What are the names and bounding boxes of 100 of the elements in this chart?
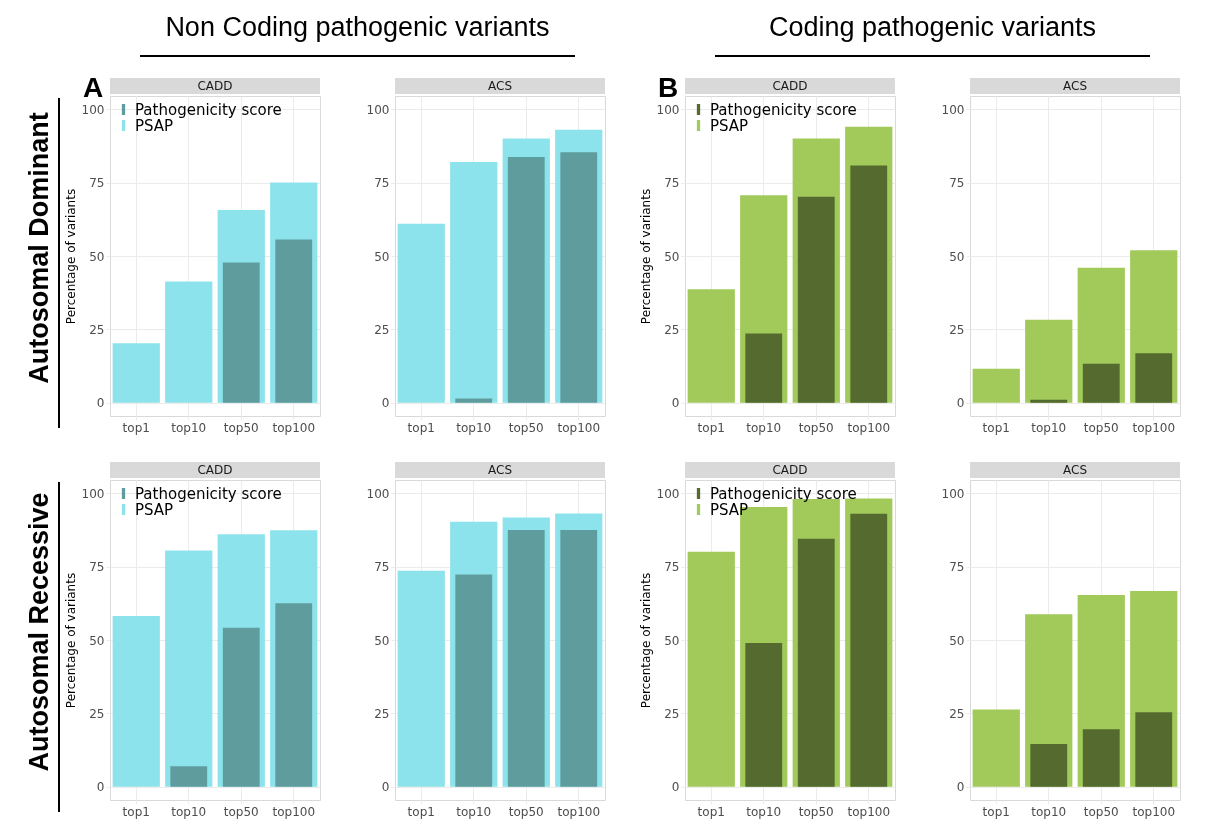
- chart-title: ACS: [395, 78, 605, 94]
- x-tick-label: top10: [171, 420, 207, 435]
- y-tick-label: 0: [96, 396, 105, 411]
- y-tick-label: 75: [949, 176, 965, 191]
- y-tick-label: 0: [381, 396, 390, 411]
- bar: [1082, 729, 1120, 787]
- bar: [1135, 712, 1173, 787]
- x-tick-label: top10: [746, 420, 782, 435]
- x-tick-label: top10: [456, 420, 492, 435]
- bar: [745, 642, 783, 787]
- y-tick-label: 25: [89, 322, 105, 337]
- y-tick-label: 25: [664, 322, 680, 337]
- bar: [112, 615, 160, 787]
- x-tick-label: top10: [171, 804, 207, 819]
- legend-label: Pathogenicity score: [135, 484, 282, 503]
- text: B: [658, 72, 679, 104]
- x-tick-label: top50: [223, 804, 259, 819]
- y-tick-label: 0: [671, 396, 680, 411]
- chart-title: ACS: [970, 78, 1180, 94]
- y-tick-label: 0: [671, 780, 680, 795]
- y-tick-label: 100: [656, 486, 680, 501]
- bar: [455, 574, 493, 787]
- bar: [687, 289, 735, 403]
- x-tick-label: top50: [508, 420, 544, 435]
- y-tick-label: 100: [656, 102, 680, 117]
- y-tick-label: 75: [89, 176, 105, 191]
- y-tick-label: 75: [374, 560, 390, 575]
- y-tick-label: 25: [374, 322, 390, 337]
- x-tick-label: top100: [272, 420, 316, 435]
- y-tick-label: 25: [374, 706, 390, 721]
- x-tick-label: top100: [847, 420, 891, 435]
- y-tick-label: 100: [941, 486, 965, 501]
- y-tick-label: 0: [96, 780, 105, 795]
- y-tick-label: 25: [949, 322, 965, 337]
- bar: [450, 162, 498, 403]
- chart-title: ACS: [970, 462, 1180, 478]
- chart-title: CADD: [685, 78, 895, 94]
- bar: [275, 239, 313, 403]
- y-tick-label: 75: [89, 560, 105, 575]
- text: Autosomal Dominant: [24, 111, 55, 386]
- legend-label: PSAP: [710, 116, 749, 135]
- legend-label: Pathogenicity score: [710, 100, 857, 119]
- y-tick-label: 75: [949, 560, 965, 575]
- y-tick-label: 50: [89, 249, 105, 264]
- bar: [507, 157, 545, 403]
- x-tick-label: top100: [272, 804, 316, 819]
- legend-label: Pathogenicity score: [135, 100, 282, 119]
- bar: [275, 603, 313, 787]
- legend-label: Pathogenicity score: [710, 484, 857, 503]
- y-tick-label: 50: [374, 633, 390, 648]
- y-tick-label: 75: [664, 176, 680, 191]
- y-axis-title: Percentage of variants: [63, 188, 78, 325]
- bar: [170, 766, 208, 787]
- x-tick-label: top50: [223, 420, 259, 435]
- x-tick-label: top10: [456, 804, 492, 819]
- y-tick-label: 0: [956, 396, 965, 411]
- legend-label: PSAP: [135, 500, 174, 519]
- x-tick-label: top1: [697, 420, 725, 435]
- y-tick-label: 100: [81, 102, 105, 117]
- y-tick-label: 25: [949, 706, 965, 721]
- bar: [165, 550, 213, 787]
- text: Coding pathogenic variants: [767, 12, 1098, 43]
- bar: [850, 165, 888, 403]
- bar: [850, 513, 888, 787]
- x-tick-label: top1: [122, 804, 150, 819]
- y-tick-label: 0: [381, 780, 390, 795]
- bar: [397, 223, 445, 403]
- bar: [222, 262, 260, 403]
- y-tick-label: 100: [366, 486, 390, 501]
- text: A: [83, 72, 104, 104]
- bar: [797, 196, 835, 403]
- x-tick-label: top100: [1132, 420, 1176, 435]
- x-tick-label: top1: [697, 804, 725, 819]
- text: Non Coding pathogenic variants: [164, 12, 551, 43]
- x-tick-label: top100: [847, 804, 891, 819]
- y-tick-label: 25: [89, 706, 105, 721]
- x-tick-label: top1: [407, 804, 435, 819]
- bar: [972, 368, 1020, 403]
- text: Autosomal Recessive: [24, 491, 55, 774]
- x-tick-label: top10: [746, 804, 782, 819]
- y-tick-label: 0: [956, 780, 965, 795]
- x-tick-label: top50: [1083, 420, 1119, 435]
- bar: [455, 398, 493, 403]
- bar: [1030, 743, 1068, 787]
- bar: [112, 343, 160, 403]
- y-tick-label: 50: [664, 249, 680, 264]
- y-tick-label: 100: [81, 486, 105, 501]
- bar: [1135, 353, 1173, 403]
- x-tick-label: top100: [557, 804, 601, 819]
- y-tick-label: 50: [949, 249, 965, 264]
- bar: [560, 529, 598, 787]
- x-tick-label: top50: [798, 804, 834, 819]
- legend-label: PSAP: [710, 500, 749, 519]
- y-tick-label: 50: [374, 249, 390, 264]
- x-tick-label: top100: [557, 420, 601, 435]
- bar: [222, 627, 260, 787]
- chart-title: CADD: [685, 462, 895, 478]
- bar: [165, 281, 213, 403]
- x-tick-label: top50: [798, 420, 834, 435]
- y-axis-title: Percentage of variants: [63, 572, 78, 709]
